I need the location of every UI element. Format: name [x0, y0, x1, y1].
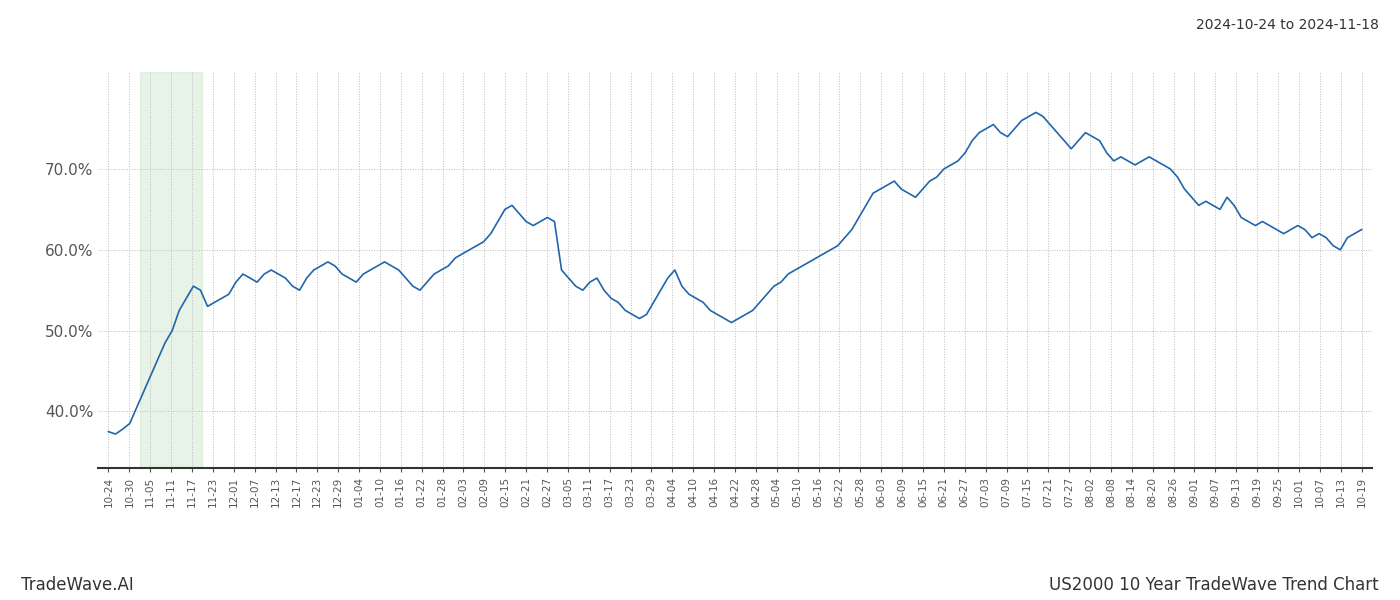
Text: US2000 10 Year TradeWave Trend Chart: US2000 10 Year TradeWave Trend Chart: [1050, 576, 1379, 594]
Text: 2024-10-24 to 2024-11-18: 2024-10-24 to 2024-11-18: [1196, 18, 1379, 32]
Text: TradeWave.AI: TradeWave.AI: [21, 576, 134, 594]
Bar: [140, 72, 203, 468]
